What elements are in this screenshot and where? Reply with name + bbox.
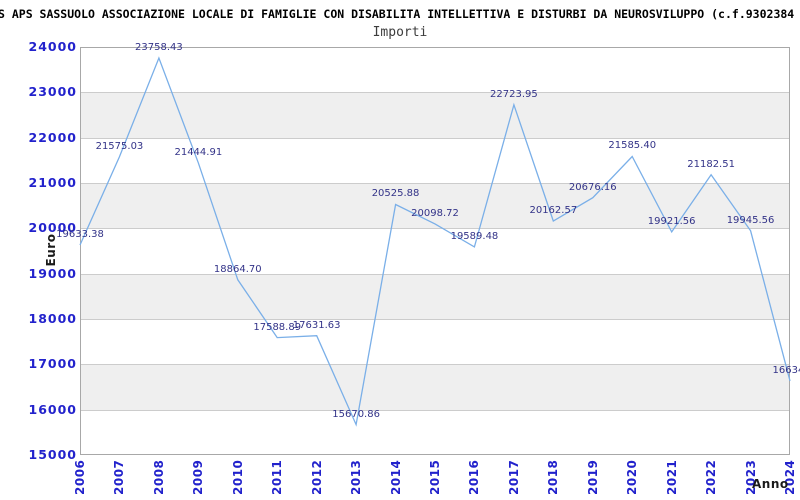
y-tick-label: 24000 [28, 39, 77, 54]
x-tick-label: 2018 [546, 459, 561, 495]
x-tick-label: 2020 [625, 459, 640, 495]
data-point-label: 19589.48 [450, 230, 499, 242]
x-tick-label: 2014 [388, 459, 403, 495]
data-point-label: 19633.38 [56, 228, 104, 240]
y-axis-label: Euro [44, 233, 58, 267]
data-point-label: 18864.70 [213, 263, 262, 275]
line-series [79, 56, 791, 427]
data-point-label: 19921.56 [647, 215, 696, 227]
grid-band [80, 409, 790, 455]
plot-border [80, 47, 790, 455]
data-point-label: 23758.43 [135, 41, 183, 53]
x-tick-label: 2016 [467, 459, 482, 495]
grid-band [80, 92, 790, 138]
data-point-label: 20162.57 [529, 204, 578, 216]
data-point-label: 20525.88 [371, 188, 420, 200]
line-path [79, 56, 791, 427]
grid-band [80, 137, 790, 183]
x-tick-label: 2007 [112, 459, 127, 495]
data-point-label: 19945.56 [726, 214, 775, 226]
grid-band [80, 183, 790, 229]
y-tick-label: 20000 [28, 220, 77, 236]
x-tick-label: 2022 [704, 459, 719, 495]
x-tick-label: 2008 [151, 459, 166, 495]
x-axis-label: Anno [752, 477, 789, 491]
x-tick-label: 2019 [585, 459, 600, 495]
chart-title: S APS SASSUOLO ASSOCIAZIONE LOCALE DI FA… [0, 7, 795, 21]
y-tick-label: 16000 [28, 401, 77, 417]
y-tick-label: 18000 [28, 311, 77, 326]
x-tick-label: 2010 [230, 459, 245, 495]
grid-band [80, 364, 790, 410]
x-tick-label: 2017 [506, 459, 521, 495]
grid-band [80, 228, 790, 273]
x-tick-label: 2009 [191, 459, 206, 495]
data-point-label: 21585.40 [608, 140, 657, 152]
y-tick-label: 23000 [28, 84, 77, 100]
data-point-label: 17588.89 [253, 321, 302, 333]
data-point-label: 15670.86 [332, 408, 380, 420]
data-point-label: 21444.91 [174, 146, 223, 158]
grid-band [80, 273, 790, 319]
data-point-label: 21575.03 [95, 140, 144, 152]
data-point-label: 20676.16 [568, 181, 617, 193]
data-point-label: 21182.51 [687, 158, 735, 170]
data-point-label: 20098.72 [411, 207, 459, 219]
x-tick-label: 2006 [73, 459, 87, 495]
chart-subtitle: Importi [372, 25, 428, 40]
x-tick-label: 2015 [428, 459, 442, 495]
x-tick-label: 2011 [270, 459, 285, 495]
data-point-label: 17631.63 [292, 319, 341, 331]
y-tick-label: 17000 [28, 356, 77, 372]
x-tick-label: 2021 [664, 459, 679, 495]
data-point-label: 22723.95 [490, 88, 538, 100]
x-tick-label: 2012 [309, 459, 324, 495]
grid-band [80, 319, 790, 364]
data-point-label: 16634. [772, 364, 800, 376]
y-tick-label: 15000 [28, 447, 77, 462]
y-tick-label: 19000 [28, 265, 77, 281]
y-tick-label: 21000 [28, 175, 77, 190]
y-tick-label: 22000 [28, 129, 77, 145]
x-tick-label: 2013 [349, 459, 364, 495]
